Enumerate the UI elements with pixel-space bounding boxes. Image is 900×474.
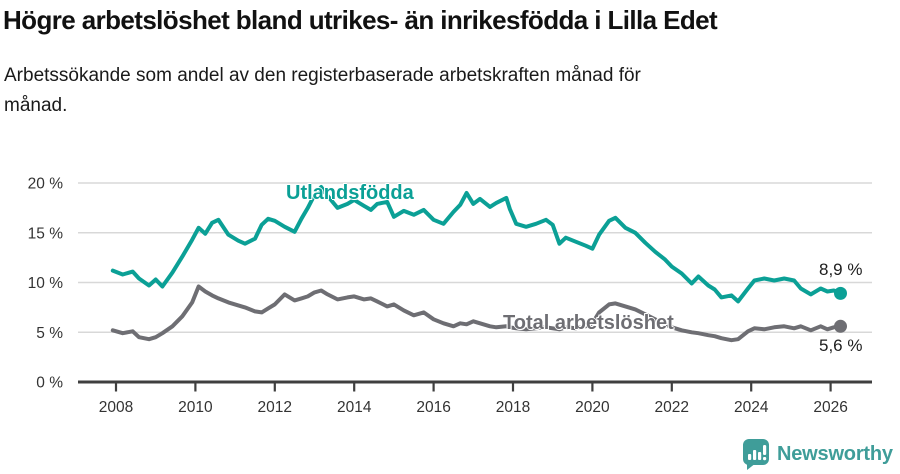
y-tick-label-10: 10 % <box>28 275 64 292</box>
x-tick-label-2024: 2024 <box>734 399 769 416</box>
newsworthy-logo-icon <box>743 439 769 470</box>
y-tick-label-15: 15 % <box>28 225 64 242</box>
x-tick-label-2022: 2022 <box>655 399 689 416</box>
x-tick-label-2010: 2010 <box>178 399 213 416</box>
end-dot-total <box>834 319 847 333</box>
y-tick-label-20: 20 % <box>28 176 64 193</box>
subtitle-line-1: Arbetssökande som andel av den registerb… <box>4 65 641 86</box>
chart-subtitle: Arbetssökande som andel av den registerb… <box>4 61 641 121</box>
series-label-utlandsfodda: Utlandsfödda <box>286 182 414 204</box>
x-tick-label-2008: 2008 <box>99 399 133 416</box>
x-tick-label-2014: 2014 <box>337 399 372 416</box>
newsworthy-logo-text: Newsworthy <box>777 443 893 465</box>
end-value-total: 5,6 % <box>819 336 863 355</box>
newsworthy-logo: Newsworthy <box>742 438 893 471</box>
y-tick-label-5: 5 % <box>36 325 63 342</box>
end-dot-utlandsfodda <box>834 286 847 300</box>
series-label-total-arbetsloshet: Total arbetslöshet <box>503 312 674 334</box>
x-tick-label-2016: 2016 <box>416 399 450 416</box>
end-value-utlandsfodda: 8,9 % <box>819 260 863 279</box>
x-tick-label-2026: 2026 <box>813 399 847 416</box>
series-line-total <box>110 284 843 343</box>
series-line-utlandsfodda <box>110 185 843 304</box>
page-title: Högre arbetslöshet bland utrikes- än inr… <box>3 5 718 35</box>
subtitle-line-2: månad. <box>4 95 68 116</box>
x-tick-label-2012: 2012 <box>258 399 292 416</box>
x-tick-label-2018: 2018 <box>496 399 530 416</box>
y-tick-label-0: 0 % <box>36 375 63 392</box>
x-tick-label-2020: 2020 <box>575 399 610 416</box>
